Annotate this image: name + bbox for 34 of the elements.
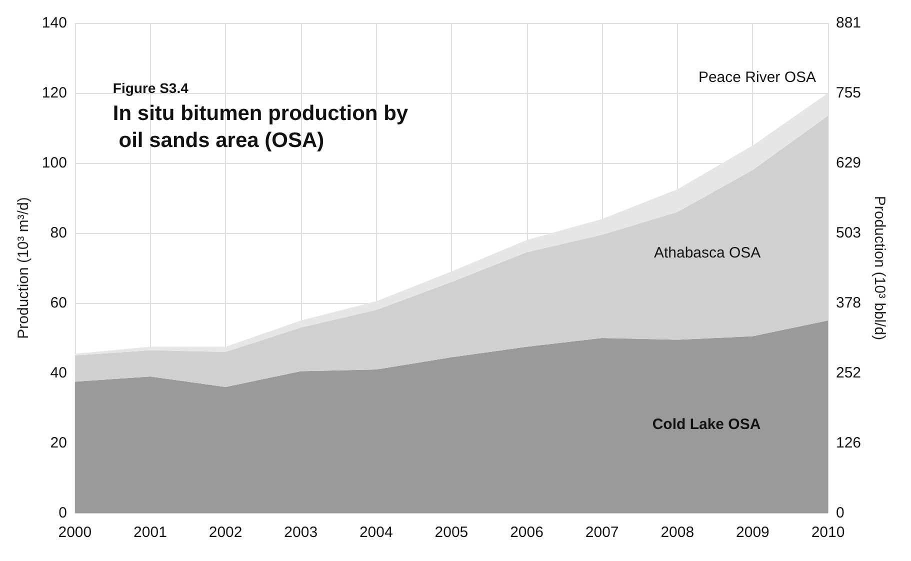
x-tick-label: 2003 [284,524,318,541]
y2-axis-title: Production (10³ bbl/d) [870,196,888,340]
series-label: Athabasca OSA [654,244,761,262]
y-tick-label: 20 [50,434,67,452]
y-tick-label: 140 [42,14,67,32]
x-tick-label: 2001 [134,524,167,541]
x-tick-label: 2007 [585,524,619,541]
x-tick-label: 2004 [359,524,393,541]
y-tick-label: 60 [50,294,67,312]
y-axis-title: Production (10³ m³/d) [15,197,32,339]
series-label: Cold Lake OSA [652,416,761,434]
y2-tick-label: 378 [836,294,862,312]
y2-tick-label: 0 [836,504,844,522]
text: Figure S3.4 [112,80,189,96]
y2-tick-label: 629 [836,154,862,172]
y2-tick-label: 503 [836,224,862,242]
x-tick-label: 2009 [736,524,770,541]
y2-tick-label: 881 [836,14,862,32]
x-tick-label: 2005 [434,524,468,541]
x-tick-label: 2000 [58,524,92,541]
y-tick-label: 0 [58,504,67,522]
x-tick-label: 2002 [208,524,242,541]
y-tick-label: 120 [42,84,67,102]
y2-tick-label: 126 [836,434,862,452]
y2-tick-label: 755 [836,84,862,102]
y-tick-label: 80 [50,224,67,242]
x-tick-label: 2008 [660,524,694,541]
y2-tick-label: 252 [836,364,862,382]
y-tick-label: 40 [50,364,67,382]
text: In situ bitumen production by oil sands area (OSA) [112,102,408,152]
x-tick-label: 2010 [811,524,845,541]
series-label: Peace River OSA [698,69,816,86]
x-tick-label: 2006 [510,524,544,541]
y-tick-label: 100 [42,154,67,172]
